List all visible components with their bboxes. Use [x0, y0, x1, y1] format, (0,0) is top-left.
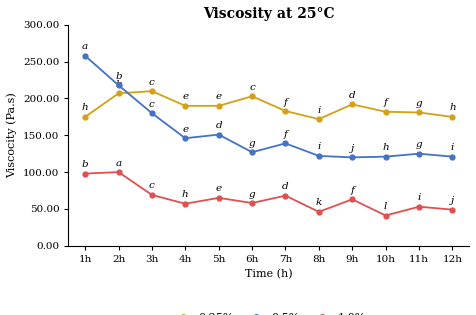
Text: a: a [82, 43, 88, 51]
0.25% [383, 110, 388, 114]
Text: i: i [317, 106, 320, 115]
0.5% [383, 155, 388, 158]
Text: i: i [317, 142, 320, 152]
Legend: 0.25%, 0.5%, 1.0%: 0.25%, 0.5%, 1.0% [167, 309, 370, 315]
Text: g: g [416, 99, 422, 108]
Text: a: a [116, 159, 121, 168]
Text: d: d [282, 182, 289, 191]
1.0% [116, 170, 121, 174]
0.25% [449, 115, 455, 119]
Text: e: e [182, 125, 188, 134]
1.0% [449, 208, 455, 212]
Text: c: c [249, 83, 255, 92]
Title: Viscosity at 25°C: Viscosity at 25°C [203, 7, 335, 21]
1.0% [149, 193, 155, 197]
Text: d: d [349, 91, 356, 100]
Text: f: f [350, 186, 354, 195]
0.25% [349, 102, 355, 106]
Text: b: b [115, 72, 122, 81]
Text: g: g [249, 190, 256, 198]
Line: 1.0%: 1.0% [83, 170, 455, 218]
Text: b: b [82, 160, 89, 169]
Text: h: h [182, 190, 188, 199]
Text: e: e [216, 92, 222, 101]
1.0% [316, 210, 322, 214]
Text: c: c [149, 100, 155, 109]
0.5% [283, 141, 288, 145]
Text: g: g [249, 139, 256, 148]
Text: b: b [115, 80, 122, 89]
0.25% [149, 89, 155, 93]
0.25% [283, 109, 288, 113]
0.25% [249, 94, 255, 98]
1.0% [416, 205, 422, 209]
0.25% [116, 91, 121, 95]
Text: i: i [417, 193, 421, 202]
0.25% [316, 117, 322, 121]
0.5% [416, 152, 422, 156]
0.25% [82, 115, 88, 119]
Text: c: c [149, 181, 155, 191]
0.25% [416, 111, 422, 114]
0.5% [182, 136, 188, 140]
0.5% [449, 155, 455, 158]
Text: h: h [382, 143, 389, 152]
Text: i: i [451, 143, 454, 152]
0.5% [149, 111, 155, 115]
Text: e: e [182, 92, 188, 101]
0.5% [349, 156, 355, 159]
Text: k: k [316, 198, 322, 207]
Text: j: j [451, 196, 454, 205]
Text: h: h [82, 103, 89, 112]
1.0% [383, 214, 388, 217]
Text: d: d [215, 121, 222, 130]
0.5% [116, 83, 121, 87]
0.5% [82, 54, 88, 58]
1.0% [182, 202, 188, 206]
Text: j: j [351, 144, 354, 153]
0.5% [316, 154, 322, 158]
Text: f: f [284, 130, 288, 139]
Text: l: l [384, 202, 387, 211]
Line: 0.5%: 0.5% [83, 53, 455, 160]
Text: h: h [449, 103, 456, 112]
1.0% [249, 201, 255, 205]
0.25% [182, 104, 188, 108]
Text: f: f [384, 98, 387, 107]
X-axis label: Time (h): Time (h) [245, 269, 293, 280]
1.0% [82, 172, 88, 175]
1.0% [216, 196, 221, 200]
0.5% [249, 150, 255, 154]
0.5% [216, 133, 221, 136]
Text: g: g [416, 140, 422, 149]
Text: c: c [149, 78, 155, 87]
Line: 0.25%: 0.25% [83, 89, 455, 122]
1.0% [349, 198, 355, 201]
Y-axis label: Viscocity (Pa.s): Viscocity (Pa.s) [7, 92, 18, 178]
Text: e: e [216, 185, 222, 193]
Text: f: f [284, 98, 288, 106]
1.0% [283, 194, 288, 198]
0.25% [216, 104, 221, 108]
